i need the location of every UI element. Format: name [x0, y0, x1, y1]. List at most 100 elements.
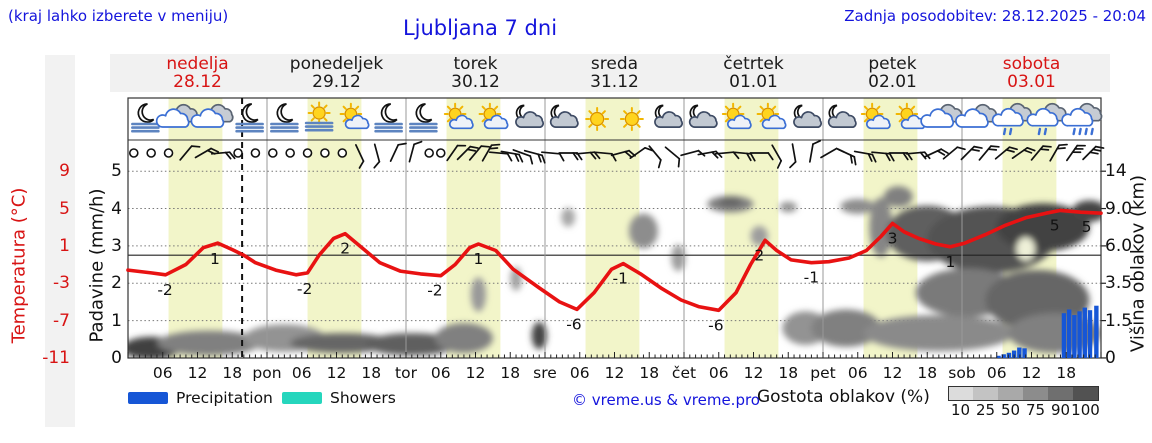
- cloud-icon: [955, 103, 999, 128]
- svg-text:12: 12: [883, 364, 903, 382]
- last-update: Zadnja posodobitev: 28.12.2025 - 20:04: [844, 7, 1146, 25]
- svg-text:18: 18: [639, 364, 659, 382]
- svg-text:-6: -6: [566, 315, 581, 333]
- cloud-scale-label: 10: [950, 401, 971, 419]
- cloud-scale-label: 90: [1050, 401, 1071, 419]
- sun-cloud-icon: [478, 102, 509, 130]
- cloud-scale-segment: [1023, 386, 1048, 401]
- svg-text:-1: -1: [804, 269, 819, 287]
- moon-cloud-icon: [515, 104, 544, 128]
- temperature-value-labels: -2 1 -2 2 -2 1 -6 -1 -6 2 -1 3 1 5 5: [157, 216, 1091, 334]
- cloud-scale-segment: [973, 386, 998, 401]
- svg-text:-6: -6: [708, 316, 723, 334]
- precipitation-legend-label: Precipitation: [176, 389, 273, 407]
- sun-cloud-icon: [443, 102, 474, 130]
- day-header: petek 02.01: [868, 54, 917, 92]
- precipitation-swatch: [128, 392, 168, 404]
- svg-text:18: 18: [778, 364, 798, 382]
- showers-legend-label: Showers: [330, 389, 396, 407]
- svg-text:06: 06: [153, 364, 173, 382]
- sun-cloud-icon: [721, 102, 752, 130]
- svg-text:2: 2: [754, 246, 764, 264]
- svg-text:06: 06: [848, 364, 868, 382]
- showers-swatch: [282, 392, 322, 404]
- svg-text:12: 12: [466, 364, 486, 382]
- cloud-scale-label: 25: [975, 401, 996, 419]
- cloud-scale-segment: [948, 386, 974, 401]
- moon-cloud-icon: [688, 104, 718, 128]
- moon-fog-icon: [235, 103, 264, 133]
- page-title: Ljubljana 7 dni: [402, 16, 558, 40]
- menu-hint: (kraj lahko izberete v meniju): [8, 7, 229, 25]
- left-gray-strip: [45, 55, 75, 427]
- svg-text:12: 12: [188, 364, 208, 382]
- svg-text:sob: sob: [948, 364, 975, 382]
- svg-text:1: 1: [210, 250, 220, 268]
- credit-link[interactable]: © vreme.us & vreme.pro: [572, 391, 760, 409]
- day-header: ponedeljek 29.12: [289, 54, 384, 92]
- svg-text:1: 1: [473, 250, 483, 268]
- day-header: sobota 03.01: [1002, 54, 1061, 92]
- moon-fog-icon: [131, 103, 160, 133]
- sun-icon: [585, 107, 610, 131]
- svg-text:18: 18: [500, 364, 520, 382]
- svg-text:5: 5: [1082, 218, 1092, 236]
- svg-text:-1: -1: [613, 270, 628, 288]
- moon-fog-icon: [374, 103, 403, 133]
- day-header: četrtek 01.01: [723, 54, 784, 92]
- svg-text:06: 06: [431, 364, 451, 382]
- svg-text:18: 18: [222, 364, 242, 382]
- cloud-icon: [190, 103, 234, 128]
- cloud-icon: [920, 103, 964, 128]
- cloud-scale-segment: [1073, 386, 1099, 401]
- svg-text:3: 3: [888, 229, 898, 247]
- svg-text:12: 12: [327, 364, 347, 382]
- temperature-curve: [126, 208, 1103, 313]
- day-header: sreda 31.12: [590, 54, 639, 92]
- cloud-scale-segment: [1048, 386, 1073, 401]
- day-header-band: [110, 54, 1110, 92]
- moon-cloud-icon: [654, 104, 683, 128]
- moon-fog-icon: [409, 103, 438, 133]
- cloud-scale-label: 100: [1071, 401, 1100, 419]
- svg-text:18: 18: [361, 364, 381, 382]
- moon-fog-icon: [270, 103, 299, 133]
- sun-fog-icon: [304, 101, 334, 132]
- cloud-drizzle-icon: [991, 102, 1033, 136]
- moon-cloud-icon: [827, 104, 857, 128]
- svg-text:06: 06: [987, 364, 1007, 382]
- svg-text:1: 1: [945, 253, 955, 271]
- svg-text:-2: -2: [297, 280, 312, 298]
- wind-barbs-row: [128, 139, 1105, 169]
- precipitation-bars: [996, 305, 1099, 358]
- sun-icon: [619, 107, 644, 131]
- day-header: torek 30.12: [451, 54, 500, 92]
- sun-cloud-icon: [860, 102, 891, 130]
- svg-text:2: 2: [340, 240, 350, 258]
- svg-text:06: 06: [570, 364, 590, 382]
- svg-text:18: 18: [1056, 364, 1076, 382]
- plot-frame: [127, 97, 1102, 359]
- svg-text:12: 12: [744, 364, 764, 382]
- svg-text:06: 06: [292, 364, 312, 382]
- cloud-rain-icon: [1061, 102, 1103, 136]
- svg-text:12: 12: [605, 364, 625, 382]
- svg-text:tor: tor: [395, 364, 418, 382]
- svg-text:18: 18: [917, 364, 937, 382]
- svg-text:06: 06: [709, 364, 729, 382]
- cloud-scale-segment: [998, 386, 1023, 401]
- sun-cloud-icon: [339, 102, 370, 130]
- svg-text:pet: pet: [810, 364, 835, 382]
- cloud-density-field: [128, 186, 1101, 358]
- cloud-density-legend-label: Gostota oblakov (%): [757, 387, 930, 407]
- sun-cloud-icon: [756, 102, 787, 130]
- svg-text:-2: -2: [427, 282, 442, 300]
- day-header: nedelja 28.12: [166, 54, 229, 92]
- svg-text:sre: sre: [533, 364, 557, 382]
- moon-cloud-icon: [793, 104, 822, 128]
- gridlines: [128, 170, 1106, 359]
- cloud-scale-label: 75: [1025, 401, 1046, 419]
- svg-text:12: 12: [1022, 364, 1042, 382]
